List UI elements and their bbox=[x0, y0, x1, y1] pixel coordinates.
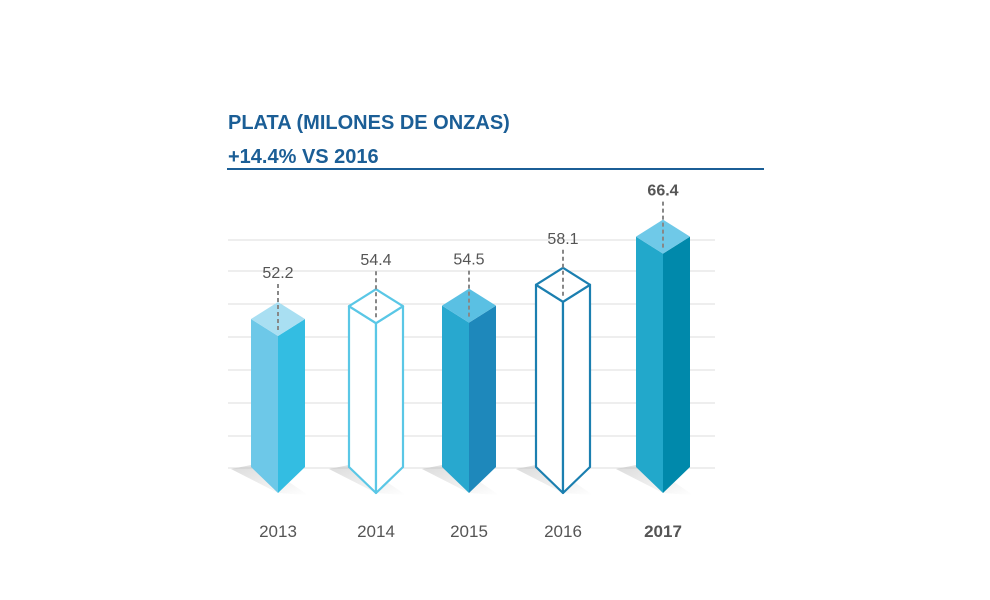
bar-side-face bbox=[278, 319, 305, 493]
bar-side-face bbox=[374, 305, 405, 495]
value-label: 58.1 bbox=[547, 231, 578, 248]
value-label: 52.2 bbox=[262, 265, 293, 282]
category-label: 2015 bbox=[450, 522, 488, 541]
value-label: 66.4 bbox=[647, 183, 678, 200]
chart-title-block: PLATA (MILONES DE ONZAS) +14.4% VS 2016 bbox=[228, 106, 510, 174]
title-underline bbox=[227, 168, 764, 170]
bar-side-face bbox=[663, 236, 690, 493]
bar-front-face bbox=[636, 236, 663, 493]
category-label: 2016 bbox=[544, 522, 582, 541]
chart-subtitle: +14.4% VS 2016 bbox=[228, 146, 379, 168]
bar-side-face bbox=[561, 283, 592, 495]
chart-title: PLATA (MILONES DE ONZAS) bbox=[228, 112, 510, 134]
value-label: 54.5 bbox=[453, 252, 484, 269]
bar-front-face bbox=[442, 305, 469, 493]
category-label: 2013 bbox=[259, 522, 297, 541]
bar-front-face bbox=[534, 283, 565, 495]
bar-front-face bbox=[251, 319, 278, 493]
category-label: 2017 bbox=[644, 522, 682, 541]
bar-front-face bbox=[347, 305, 378, 495]
value-label: 54.4 bbox=[360, 252, 391, 269]
bar-side-face bbox=[469, 305, 496, 493]
category-label: 2014 bbox=[357, 522, 395, 541]
